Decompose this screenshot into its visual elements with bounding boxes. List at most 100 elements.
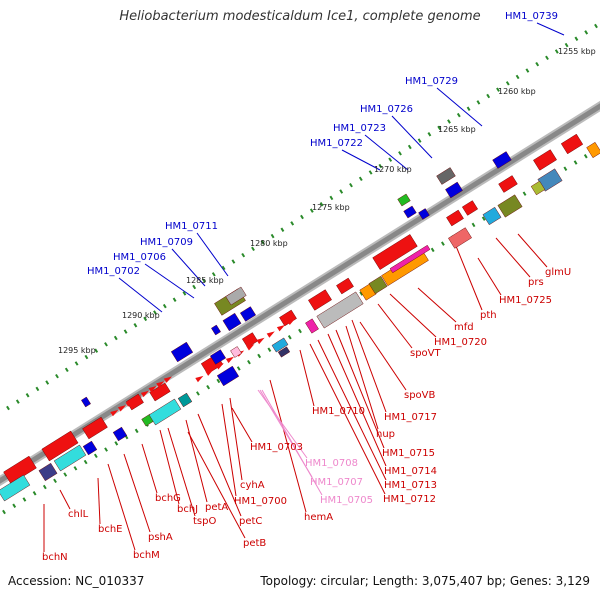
outer-tick-dot	[594, 23, 598, 29]
gene-label-outer: HM1_0726	[360, 104, 413, 115]
tick-label: 1295 kbp	[58, 346, 96, 355]
inner-tick-dot	[104, 447, 108, 452]
outer-tick-dot	[15, 399, 20, 404]
gene-red-13	[498, 175, 518, 193]
inner-tick-dot	[359, 291, 364, 296]
inner-tick-dot	[32, 491, 37, 496]
gene-red-6	[241, 332, 259, 348]
leader-line-inner	[517, 233, 548, 268]
gene-label-inner: glmU	[545, 267, 571, 278]
gene-label-pink: HM1_0707	[310, 477, 363, 488]
inner-tick-dot	[216, 378, 221, 384]
leader-line-inner	[335, 329, 385, 449]
outer-tick-dot	[427, 132, 432, 137]
gene-blue-1	[216, 365, 240, 387]
gene-red-15	[560, 133, 584, 155]
gene-lower-21-body	[586, 141, 600, 159]
outer-tick-dot	[143, 316, 148, 322]
leader-line-inner	[477, 257, 502, 296]
inner-tick-dot	[247, 359, 251, 365]
gene-arrow-red-1	[205, 369, 214, 376]
gene-blue-1-body	[216, 365, 240, 387]
leader-line-inner	[187, 431, 246, 539]
outer-tick-dot	[221, 265, 226, 271]
outer-tick-dot	[74, 361, 79, 366]
gene-blue-4	[209, 349, 227, 365]
gene-red-10-body	[372, 234, 418, 270]
gene-label-outer: HM1_0729	[405, 76, 458, 87]
gene-label-inner: mfd	[454, 322, 474, 333]
gene-label-inner: prs	[528, 277, 544, 288]
leader-line-inner	[197, 413, 242, 517]
gene-red-7-body	[279, 309, 297, 327]
leader-line-inner	[167, 427, 196, 517]
gene-lower-16-body	[448, 227, 472, 249]
gene-lower-17-body	[482, 206, 502, 226]
outer-tick-dot	[515, 74, 520, 80]
inner-tick-dot	[63, 472, 68, 477]
gene-blue-7-body	[418, 208, 430, 220]
gene-lower-10-body	[305, 318, 319, 334]
genome-title: Heliobacterium modesticaldum Ice1, compl…	[119, 9, 481, 24]
gene-red-12	[461, 200, 479, 216]
gene-label-inner: HM1_0710	[312, 406, 365, 417]
gene-red-13-body	[498, 175, 518, 193]
outer-tick-dot	[104, 342, 108, 347]
gene-lower-0-body	[0, 474, 31, 502]
gene-lower-3-body	[82, 440, 98, 456]
gene-label-inner: bchG	[155, 493, 181, 504]
gene-grey-outer	[225, 286, 247, 306]
gene-red-4-body	[149, 382, 171, 402]
leader-line-inner	[495, 237, 531, 278]
gene-lower-11-body	[316, 291, 364, 329]
outer-tick-dot	[172, 297, 177, 302]
gene-lower-15	[389, 244, 431, 274]
inner-tick-dot	[573, 160, 578, 165]
inner-tick-dot	[22, 497, 27, 502]
leader-line-inner	[141, 443, 158, 494]
gene-lower-6	[148, 398, 182, 426]
gene-label-outer: HM1_0739	[505, 11, 558, 22]
leader-line-inner	[351, 319, 387, 413]
leader-line-inner	[345, 325, 379, 430]
gene-label-inner: HM1_0715	[382, 448, 435, 459]
leader-line-outer	[536, 22, 565, 36]
gene-red-4	[149, 382, 171, 402]
tick-label: 1285 kbp	[186, 276, 224, 285]
outer-tick-dot	[231, 259, 236, 264]
inner-tick-dot	[440, 241, 445, 246]
gene-label-inner: spoVB	[404, 390, 436, 401]
gene-blue-3	[239, 306, 257, 322]
outer-tick-dot	[574, 36, 579, 41]
gene-red-15-body	[560, 133, 584, 155]
leader-line-pink	[261, 389, 323, 496]
outer-tick-dot	[211, 272, 216, 277]
gene-label-inner: tspO	[193, 516, 216, 527]
gene-blue-6-body	[403, 205, 417, 219]
leader-line-inner	[185, 419, 208, 503]
inner-tick-dot	[522, 191, 527, 196]
gene-lower-4	[112, 426, 128, 442]
gene-lower-9	[277, 346, 291, 358]
tick-label: 1265 kbp	[438, 125, 476, 134]
gene-label-inner: chlL	[68, 509, 89, 520]
gene-lower-3	[82, 440, 98, 456]
inner-tick-dot	[73, 466, 78, 471]
leader-line-inner	[359, 321, 407, 391]
gene-label-inner: HM1_0725	[499, 295, 552, 306]
outer-tick-dot	[192, 284, 197, 290]
gene-label-inner: petA	[205, 502, 228, 513]
gene-red-11	[446, 209, 464, 227]
outer-tick-dot	[6, 405, 10, 411]
leader-line-outer	[171, 248, 206, 287]
gene-lower-21	[586, 141, 600, 159]
inner-tick-dot	[257, 353, 262, 359]
gene-green-outer-body	[397, 193, 411, 207]
gene-lower-9-body	[277, 346, 291, 358]
gene-blue-10-body	[81, 396, 91, 408]
outer-tick-dot	[447, 119, 451, 124]
inner-tick-dot	[236, 366, 241, 371]
leader-line-outer	[144, 263, 195, 299]
gene-red-8	[308, 289, 332, 311]
gene-lower-0	[0, 474, 31, 502]
